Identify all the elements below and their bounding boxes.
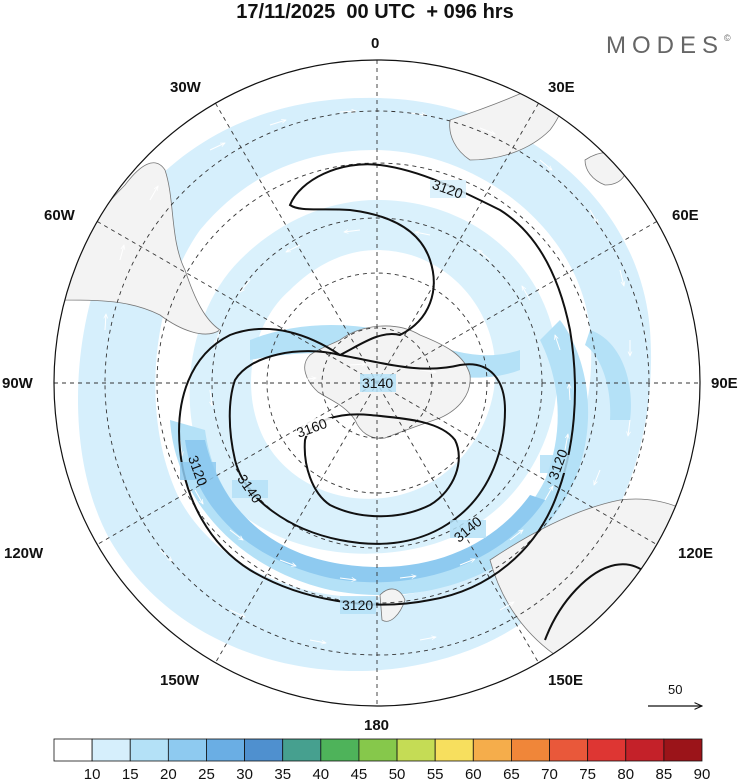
lon-label-30e: 30E — [548, 79, 575, 96]
lon-label-60w: 60W — [44, 207, 75, 224]
colorbar-tick-label: 55 — [427, 766, 444, 782]
colorbar-swatch — [358, 738, 398, 762]
colorbar-swatch — [53, 738, 93, 762]
lon-label-0: 0 — [371, 35, 380, 52]
copyright-mark: © — [724, 33, 731, 43]
map-border — [53, 59, 701, 707]
colorbar-tick-label: 75 — [579, 766, 596, 782]
colorbar-swatch — [472, 738, 512, 762]
wind-band-inner-light — [189, 200, 558, 554]
lon-label-90e: 90E — [711, 375, 738, 392]
colorbar-swatch — [587, 738, 627, 762]
colorbar-tick-label: 25 — [198, 766, 215, 782]
colorbar-tick-label: 40 — [312, 766, 329, 782]
lon-label-150w: 150W — [160, 672, 200, 689]
colorbar-swatch — [282, 738, 322, 762]
south-america — [59, 162, 221, 335]
wind-jet-strong — [185, 440, 545, 583]
colorbar-swatch — [91, 738, 131, 762]
colorbar-tick-label: 20 — [160, 766, 177, 782]
lon-label-30w: 30W — [170, 79, 201, 96]
colorbar-tick-label: 90 — [694, 766, 711, 782]
colorbar-swatch — [206, 738, 245, 762]
colorbar-swatch — [625, 738, 665, 762]
colorbar-swatch — [434, 738, 474, 762]
colorbar-swatch — [663, 738, 703, 762]
colorbar-tick-label: 15 — [122, 766, 139, 782]
colorbar-swatch — [129, 738, 169, 762]
lon-label-90w: 90W — [2, 375, 33, 392]
lon-label-120e: 120E — [678, 545, 714, 562]
wind-jet-mid — [170, 320, 589, 596]
wind-patch-east — [585, 330, 631, 420]
colorbar-tick-label: 60 — [465, 766, 482, 782]
contour-3160 — [303, 413, 460, 518]
lon-label-120w: 120W — [4, 545, 44, 562]
colorbar-swatch — [320, 738, 360, 762]
lon-label-180: 180 — [364, 717, 390, 734]
colorbar-swatch — [244, 738, 284, 762]
lon-label-150e: 150E — [548, 672, 584, 689]
colorbar-tick-label: 30 — [236, 766, 253, 782]
colorbar-tick-label: 10 — [84, 766, 101, 782]
colorbar-swatch — [511, 738, 550, 762]
contour-label: 3140 — [362, 375, 393, 391]
lon-label-60e: 60E — [672, 207, 699, 224]
map-title: 17/11/2025 00 UTC + 096 hrs — [236, 1, 514, 23]
colorbar-tick-label: 50 — [389, 766, 406, 782]
colorbar-swatch — [396, 738, 436, 762]
colorbar-tick-label: 65 — [503, 766, 520, 782]
colorbar-tick-label: 45 — [351, 766, 368, 782]
colorbar: 10 15 20 25 30 35 40 45 50 55 60 65 70 75 80 85 90 — [53, 738, 711, 782]
colorbar-tick-label: 70 — [541, 766, 558, 782]
colorbar-tick-label: 80 — [617, 766, 634, 782]
contour-3120-north — [178, 163, 576, 606]
brand-logo: MODES© — [606, 32, 731, 60]
colorbar-tick-label: 85 — [656, 766, 673, 782]
brand-text: MODES — [606, 32, 725, 59]
contour-label: 3120 — [342, 597, 373, 613]
colorbar-swatch — [167, 738, 207, 762]
vector-reference-label: 50 — [668, 682, 682, 697]
colorbar-swatch — [549, 738, 589, 762]
colorbar-tick-label: 35 — [274, 766, 291, 782]
map-content: 3120 3140 3160 3140 3120 3140 3120 3120 — [54, 60, 700, 706]
